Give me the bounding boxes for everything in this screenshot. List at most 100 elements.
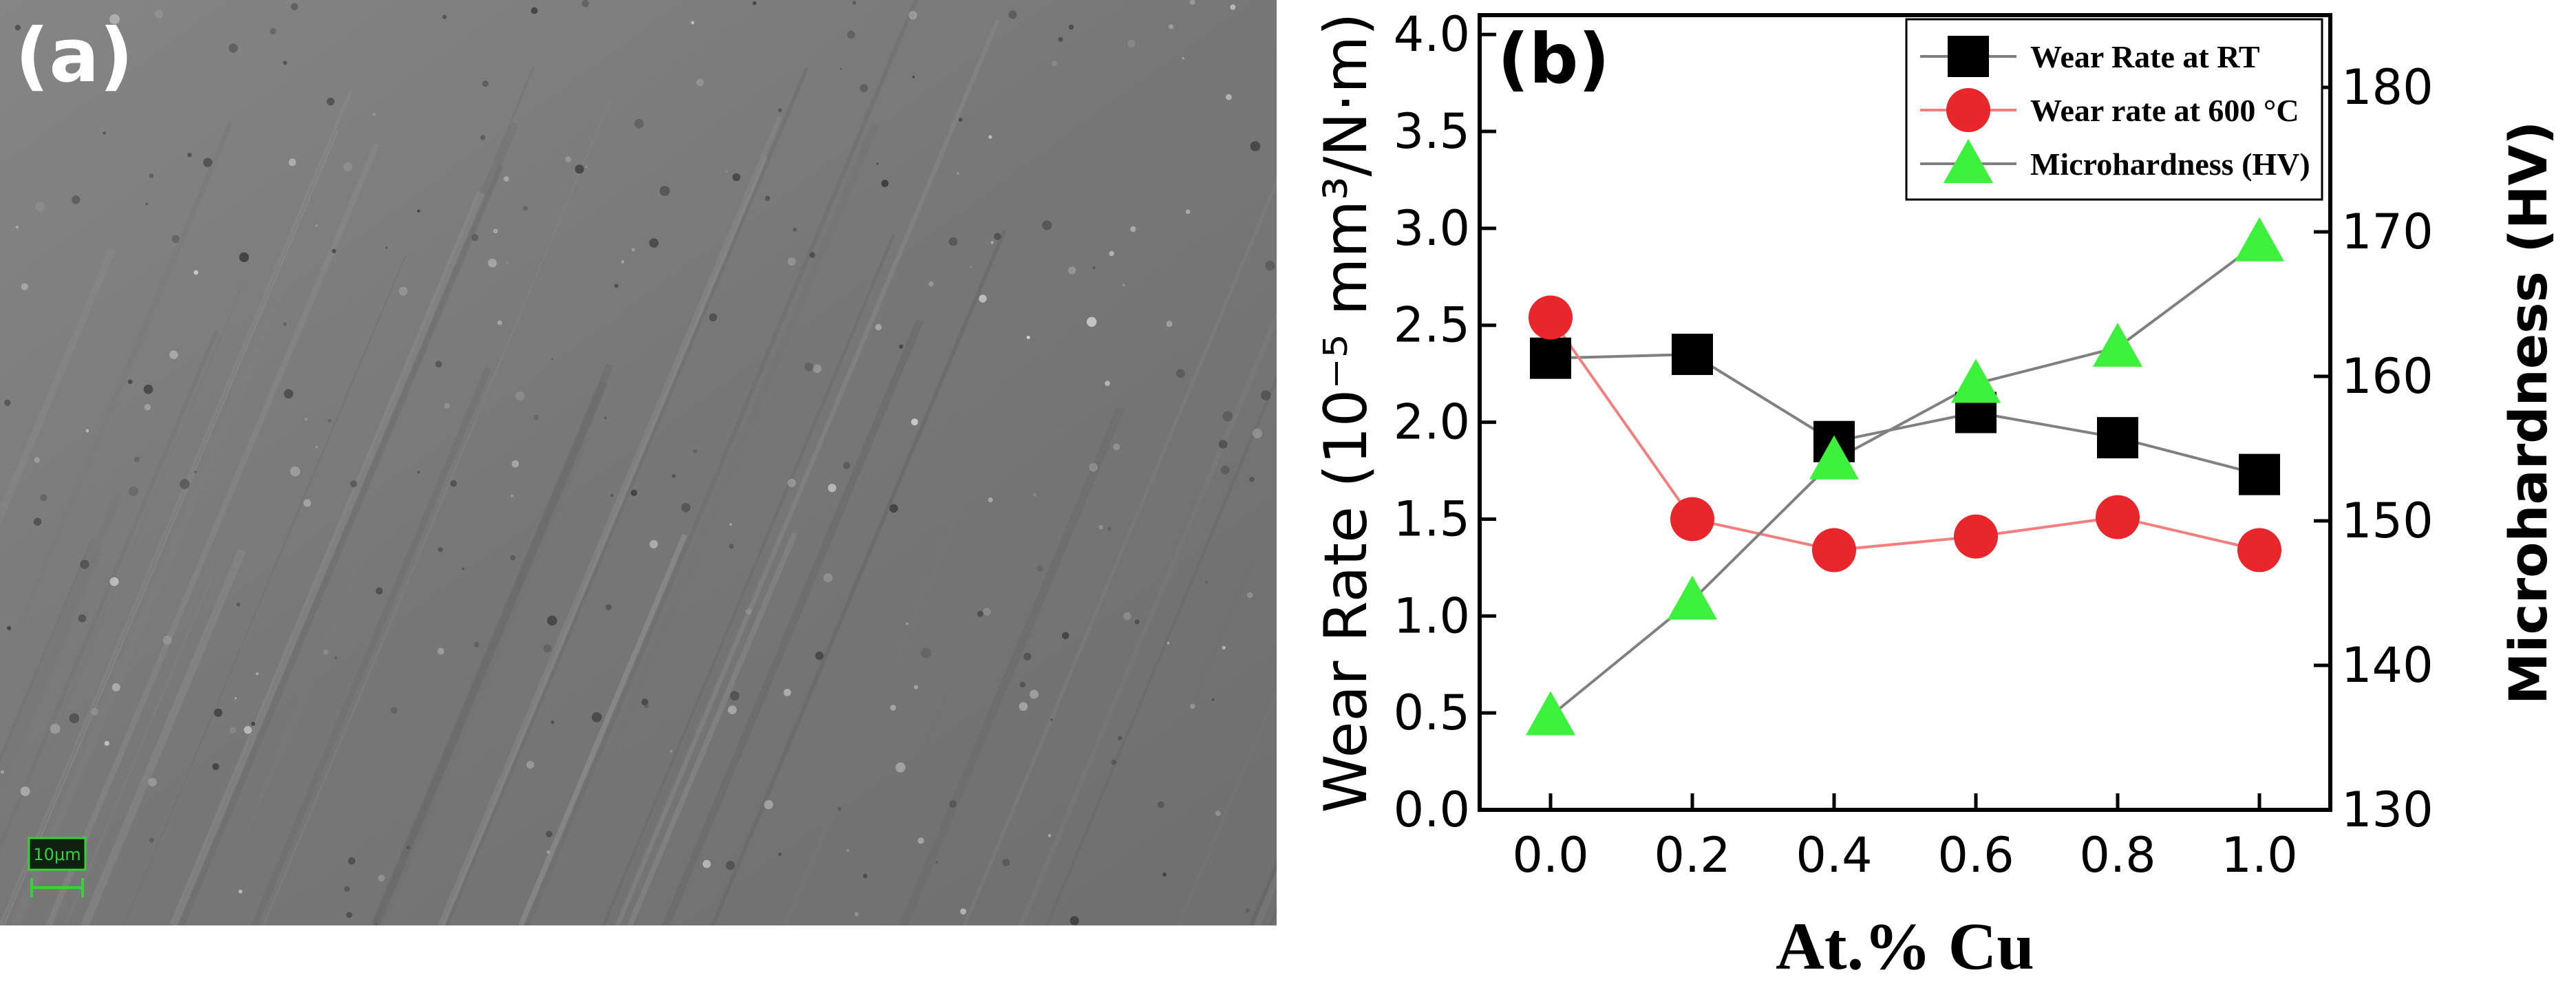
wear-groove xyxy=(372,381,608,925)
debris-particle xyxy=(631,248,635,252)
debris-particle xyxy=(948,237,958,246)
debris-particle xyxy=(895,762,906,773)
debris-particle xyxy=(681,502,691,513)
wear-groove xyxy=(445,66,809,925)
debris-particle xyxy=(1246,592,1253,599)
debris-particle xyxy=(417,471,421,474)
debris-particle xyxy=(977,610,983,617)
wear-groove xyxy=(783,308,1047,925)
debris-particle xyxy=(526,760,535,769)
debris-particle xyxy=(804,362,813,372)
debris-particle xyxy=(649,539,658,549)
debris-particle xyxy=(1185,209,1191,215)
debris-particle xyxy=(111,683,120,692)
debris-particle xyxy=(994,233,1001,240)
debris-particle xyxy=(398,286,408,296)
debris-particle xyxy=(244,726,252,734)
debris-particle xyxy=(143,384,153,394)
debris-particle xyxy=(1261,390,1271,400)
debris-particle xyxy=(21,283,28,290)
debris-particle xyxy=(546,615,557,626)
debris-particle xyxy=(487,258,497,268)
series-line xyxy=(1550,352,2260,476)
debris-particle xyxy=(435,361,443,368)
debris-particle xyxy=(288,158,297,167)
debris-particle xyxy=(860,84,869,93)
debris-particle xyxy=(1107,526,1111,531)
data-point xyxy=(1529,295,1573,340)
debris-particle xyxy=(350,480,357,488)
x-tick-label: 1.0 xyxy=(2221,827,2297,883)
debris-particle xyxy=(843,462,851,469)
debris-particle xyxy=(643,703,649,709)
debris-particle xyxy=(1169,24,1174,30)
debris-particle xyxy=(1008,10,1017,19)
wear-groove xyxy=(378,437,589,925)
data-point xyxy=(2239,453,2280,495)
debris-particle xyxy=(1105,381,1110,386)
debris-particle xyxy=(78,614,87,623)
x-tick-label: 0.2 xyxy=(1654,827,1730,883)
wear-groove xyxy=(442,156,768,925)
debris-particle xyxy=(148,778,157,786)
x-tick-label: 0.4 xyxy=(1796,827,1872,883)
debris-particle xyxy=(326,97,335,106)
debris-particle xyxy=(290,466,301,477)
legend-items: Wear Rate at RT Wear rate at 600 °C Microh… xyxy=(1920,36,2310,183)
debris-particle xyxy=(604,416,607,419)
debris-particle xyxy=(437,647,445,655)
wear-groove xyxy=(641,559,798,925)
debris-particle xyxy=(1250,141,1261,151)
debris-particle xyxy=(154,10,163,19)
x-tick-label: 0.6 xyxy=(1937,827,2014,883)
scale-bar-box xyxy=(28,837,87,871)
debris-particle xyxy=(949,800,957,808)
debris-particle xyxy=(890,705,896,711)
data-point xyxy=(1951,358,2001,403)
debris-particle xyxy=(840,67,842,70)
debris-particle xyxy=(1226,94,1232,100)
wear-groove xyxy=(662,319,924,925)
debris-particle xyxy=(605,603,612,611)
debris-particle xyxy=(828,484,837,493)
wear-groove xyxy=(627,531,798,925)
debris-particle xyxy=(1050,718,1053,721)
wear-groove xyxy=(710,229,1007,925)
debris-particle xyxy=(1058,36,1063,42)
legend-marker xyxy=(1944,139,1993,183)
debris-particle xyxy=(1222,411,1233,422)
debris-particle xyxy=(852,1,857,5)
debris-particle xyxy=(1113,443,1120,451)
debris-particle xyxy=(1002,859,1010,866)
wear-groove xyxy=(0,330,219,852)
y-tick-label: 0.0 xyxy=(1394,782,1470,838)
wear-groove xyxy=(262,97,613,925)
data-point xyxy=(2237,528,2281,572)
debris-particle xyxy=(1033,493,1036,497)
legend-marker xyxy=(1948,36,1989,77)
debris-particle xyxy=(507,261,509,264)
scale-bar-label: 10μm xyxy=(33,845,81,864)
scale-bar: 10μm xyxy=(28,837,87,897)
debris-particle xyxy=(194,471,197,473)
debris-particle xyxy=(127,379,133,385)
wear-groove xyxy=(962,178,1277,925)
debris-particle xyxy=(1182,57,1184,60)
debris-particle xyxy=(193,270,199,275)
debris-particle xyxy=(575,164,584,174)
debris-particle xyxy=(551,358,553,361)
debris-particle xyxy=(1098,524,1103,530)
debris-particle xyxy=(348,857,356,865)
debris-particle xyxy=(80,559,89,569)
debris-particle xyxy=(730,691,740,701)
debris-particle xyxy=(7,625,12,631)
debris-particle xyxy=(1109,250,1115,257)
data-point xyxy=(2096,495,2140,539)
debris-particle xyxy=(696,78,704,87)
debris-particle xyxy=(14,25,21,31)
sem-micrograph-panel: (a) 10μm xyxy=(0,0,1277,925)
debris-particle xyxy=(881,180,889,187)
debris-particle xyxy=(134,456,140,462)
debris-particle xyxy=(649,238,659,248)
